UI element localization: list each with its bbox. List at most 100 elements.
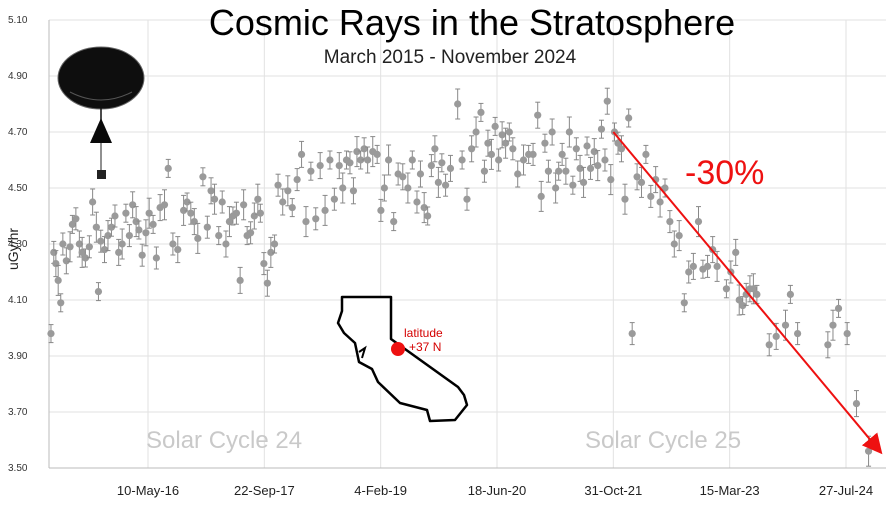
balloon-icon: [57, 46, 145, 179]
data-point: [353, 136, 361, 168]
data-point: [138, 243, 146, 267]
data-point: [215, 226, 223, 246]
data-point: [594, 150, 602, 182]
data-point: [236, 266, 244, 294]
data-point: [652, 166, 660, 194]
data-point: [590, 138, 598, 166]
latitude-marker: [391, 342, 405, 356]
annotation-solar-cycle-24: Solar Cycle 24: [146, 427, 302, 454]
data-point: [753, 284, 761, 304]
data-point: [349, 177, 358, 205]
y-tick-label: 4.10: [8, 295, 28, 306]
chart-subtitle: March 2015 - November 2024: [324, 47, 577, 68]
trend-arrow: [612, 131, 883, 455]
data-point: [555, 161, 563, 181]
x-tick-label: 15-Mar-23: [700, 483, 760, 498]
data-point: [735, 284, 743, 316]
data-point: [135, 220, 143, 240]
y-tick-label: 4.50: [8, 183, 28, 194]
data-point: [834, 298, 843, 318]
data-point: [548, 118, 556, 146]
data-point: [210, 183, 219, 215]
data-point: [240, 189, 248, 221]
x-tick-label: 22-Sep-17: [234, 483, 295, 498]
data-point: [607, 164, 615, 196]
data-point: [583, 136, 591, 156]
data-point: [94, 282, 103, 302]
y-tick-label: 5.10: [8, 15, 28, 26]
data-point: [675, 220, 683, 252]
data-point: [427, 154, 435, 178]
data-point: [709, 236, 717, 264]
data-point: [335, 152, 343, 180]
data-point: [100, 236, 109, 264]
california-map-inset: latitude +37 N: [336, 295, 469, 423]
data-point: [380, 174, 388, 202]
data-point: [431, 135, 439, 163]
data-point: [250, 202, 258, 230]
chart-title: Cosmic Rays in the Stratosphere: [209, 2, 735, 43]
data-point: [364, 146, 372, 174]
data-point: [203, 215, 211, 239]
data-point: [529, 142, 537, 166]
x-axis-ticks: 10-May-16 22-Sep-17 4-Feb-19 18-Jun-20 31-Oc…: [117, 483, 873, 498]
data-point: [199, 167, 207, 187]
data-point: [454, 88, 462, 120]
data-point: [601, 148, 609, 172]
data-point: [316, 152, 324, 180]
data-point: [267, 236, 275, 268]
data-point: [97, 229, 105, 253]
data-point: [586, 156, 595, 180]
data-point: [122, 203, 130, 223]
data-point: [274, 173, 282, 197]
data-point: [739, 296, 747, 316]
data-point: [66, 231, 74, 263]
data-point: [160, 189, 169, 221]
data-point: [603, 87, 611, 115]
data-point: [339, 172, 347, 204]
data-point: [307, 161, 315, 181]
data-point: [321, 194, 329, 226]
data-point: [441, 173, 450, 197]
data-point: [562, 157, 570, 185]
data-point: [534, 101, 542, 129]
data-point: [78, 236, 86, 268]
y-tick-label: 4.90: [8, 71, 28, 82]
data-point: [302, 206, 310, 238]
data-point: [689, 252, 697, 280]
data-point: [72, 207, 80, 231]
data-series: [47, 87, 873, 467]
data-point: [569, 175, 577, 195]
data-point: [404, 172, 412, 204]
data-point: [824, 331, 832, 359]
data-point: [377, 198, 385, 222]
data-point: [495, 148, 503, 172]
data-point: [416, 160, 425, 188]
data-point: [498, 121, 506, 149]
data-point: [463, 187, 471, 211]
data-point: [85, 235, 93, 259]
data-point: [843, 322, 851, 346]
data-point: [288, 198, 296, 218]
data-point: [424, 206, 432, 226]
data-point: [187, 201, 195, 225]
data-point: [369, 136, 377, 168]
y-tick-label: 3.50: [8, 463, 28, 474]
data-point: [505, 122, 513, 142]
data-point: [59, 232, 67, 256]
data-point: [519, 144, 528, 176]
data-point: [142, 219, 150, 247]
data-point: [703, 254, 712, 278]
data-point: [279, 188, 287, 216]
data-point: [537, 180, 545, 212]
data-point: [666, 210, 674, 234]
data-point: [260, 252, 268, 276]
data-point: [312, 207, 320, 231]
data-point: [732, 238, 740, 266]
data-point: [330, 187, 338, 211]
data-point: [480, 159, 489, 183]
data-point: [468, 135, 476, 163]
y-tick-label: 4.30: [8, 239, 28, 250]
